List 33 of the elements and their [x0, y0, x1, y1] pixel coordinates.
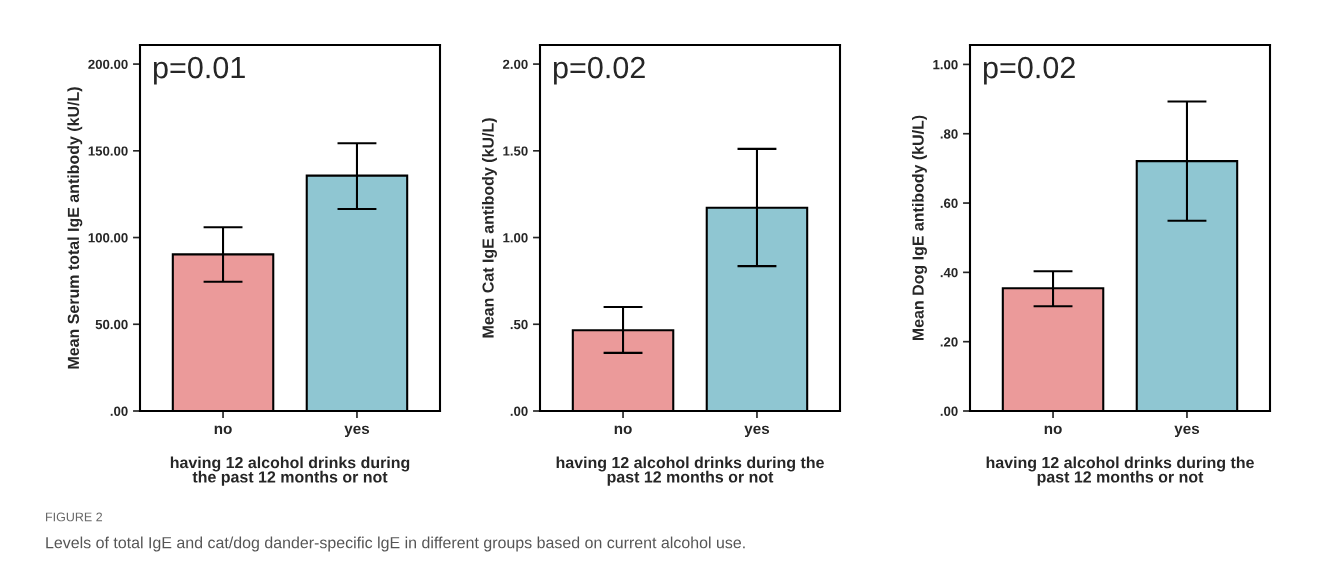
y-axis-title: Mean Dog IgE antibody (kU/L) [912, 115, 927, 341]
x-tick-label: no [614, 425, 632, 435]
y-axis-title: Mean Serum total IgE antibody (kU/L) [67, 87, 83, 369]
y-tick-label: 1.50 [503, 146, 528, 156]
x-tick-label: yes [1174, 425, 1200, 438]
x-axis-title: having 12 alcohol drinks during the past 12 months or not [556, 456, 824, 486]
y-tick-label: 150.00 [88, 146, 128, 156]
y-tick-label: .00 [110, 406, 128, 416]
y-tick-label: 2.00 [502, 59, 528, 69]
x-tick-label: yes [744, 425, 770, 438]
y-tick-label: 100.00 [88, 233, 128, 243]
y-tick-label: .60 [940, 198, 958, 208]
text: Levels of total IgE and cat/dog dander-specific lgE in different groups based on current alcohol use. [46, 536, 745, 552]
y-tick-label: .50 [510, 319, 528, 330]
y-tick-label: 50.00 [95, 319, 128, 330]
y-tick-label: .00 [940, 406, 958, 416]
x-tick-label: yes [344, 425, 370, 438]
y-tick-label: .20 [940, 337, 958, 347]
y-tick-label: .00 [510, 406, 528, 416]
annotation: p=0.02 [983, 56, 1075, 85]
y-tick-label: 200.00 [88, 59, 128, 69]
annotation: p=0.02 [553, 56, 645, 85]
x-axis-title: having 12 alcohol drinks during the past 12 months or not [986, 456, 1254, 486]
y-tick-label: 1.00 [933, 59, 958, 70]
annotation: p=0.01 [153, 56, 245, 85]
y-axis-title: Mean Cat IgE antibody (kU/L) [482, 118, 497, 338]
caption: FIGURE 2 [46, 512, 103, 522]
y-tick-label: 1.00 [503, 233, 528, 243]
x-tick-label: no [1044, 425, 1062, 435]
x-axis-title: having 12 alcohol drinks during the past 12 months or not [170, 456, 410, 486]
y-tick-label: .80 [940, 129, 958, 139]
y-tick-label: .40 [940, 267, 958, 278]
x-tick-label: no [214, 425, 232, 435]
